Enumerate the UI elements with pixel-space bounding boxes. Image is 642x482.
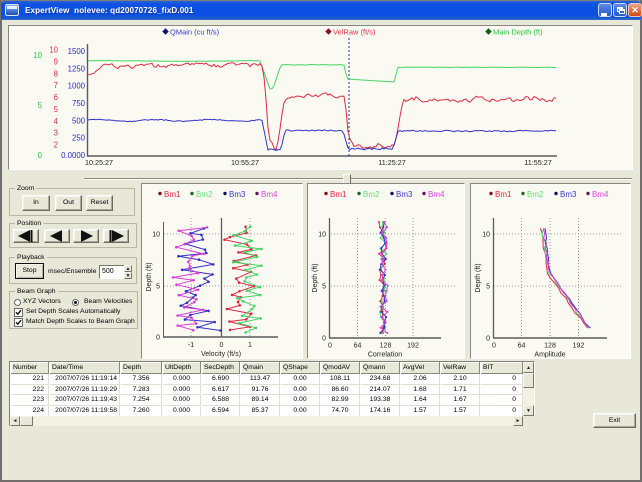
svg-text:5: 5 <box>156 284 160 291</box>
svg-text:Bm2: Bm2 <box>527 190 544 199</box>
svg-text:Bm2: Bm2 <box>363 190 380 199</box>
svg-text:4: 4 <box>54 117 59 126</box>
svg-text:Correlation: Correlation <box>368 352 402 359</box>
svg-text:0: 0 <box>220 342 224 349</box>
svg-text:Bm4: Bm4 <box>261 190 278 199</box>
svg-text:10: 10 <box>482 232 490 239</box>
svg-text:10:55:27: 10:55:27 <box>231 158 259 167</box>
svg-text:Bm1: Bm1 <box>495 190 512 199</box>
svg-text:5: 5 <box>322 284 326 291</box>
svg-text:Bm1: Bm1 <box>330 190 347 199</box>
svg-text:VelRaw (ft/s): VelRaw (ft/s) <box>333 28 376 37</box>
svg-text:11:25:27: 11:25:27 <box>378 158 405 167</box>
svg-text:Depth (ft): Depth (ft) <box>475 263 482 292</box>
svg-text:Depth (ft): Depth (ft) <box>312 263 319 292</box>
svg-text:192: 192 <box>407 343 419 350</box>
svg-text:1500: 1500 <box>68 47 86 56</box>
svg-text:2: 2 <box>54 141 58 150</box>
svg-text:5: 5 <box>38 101 43 110</box>
svg-text:9: 9 <box>54 58 58 67</box>
svg-text:0: 0 <box>328 343 332 350</box>
svg-text:0: 0 <box>322 336 326 343</box>
svg-text:5: 5 <box>486 284 490 291</box>
svg-text:0: 0 <box>492 343 496 350</box>
svg-text:QMain (cu ft/s): QMain (cu ft/s) <box>170 28 220 37</box>
svg-text:Bm4: Bm4 <box>428 190 445 199</box>
svg-text:1: 1 <box>248 342 252 349</box>
svg-text:1250: 1250 <box>68 64 86 73</box>
svg-text:Velocity (ft/s): Velocity (ft/s) <box>201 351 241 358</box>
svg-text:0: 0 <box>38 151 43 160</box>
svg-text:Bm3: Bm3 <box>396 190 413 199</box>
svg-text:0: 0 <box>486 336 490 343</box>
svg-text:64: 64 <box>354 343 362 350</box>
svg-text:Bm2: Bm2 <box>196 190 213 199</box>
svg-text:8: 8 <box>54 69 58 78</box>
svg-text:128: 128 <box>380 343 392 350</box>
svg-text:-1: -1 <box>188 342 194 349</box>
svg-text:0: 0 <box>156 335 160 342</box>
svg-text:1000: 1000 <box>68 82 86 91</box>
svg-text:250: 250 <box>72 134 86 143</box>
svg-text:Bm4: Bm4 <box>592 190 609 199</box>
svg-text:3: 3 <box>54 129 58 138</box>
svg-text:5: 5 <box>54 105 59 114</box>
svg-text:64: 64 <box>518 343 526 350</box>
svg-text:128: 128 <box>544 343 556 350</box>
svg-text:Bm3: Bm3 <box>229 190 246 199</box>
svg-text:Bm3: Bm3 <box>560 190 577 199</box>
svg-text:10: 10 <box>152 232 160 239</box>
svg-text:10:25:27: 10:25:27 <box>85 158 113 167</box>
svg-text:0.0000: 0.0000 <box>61 151 86 160</box>
svg-text:11:55:27: 11:55:27 <box>524 158 551 167</box>
svg-text:500: 500 <box>72 116 86 125</box>
svg-text:750: 750 <box>72 99 86 108</box>
svg-text:Bm1: Bm1 <box>164 190 181 199</box>
svg-text:Depth (ft): Depth (ft) <box>146 262 153 291</box>
svg-text:6: 6 <box>54 93 58 102</box>
svg-text:192: 192 <box>573 343 585 350</box>
svg-text:Main Depth (ft): Main Depth (ft) <box>493 28 543 37</box>
svg-text:10: 10 <box>318 232 326 239</box>
svg-text:10: 10 <box>33 51 42 60</box>
svg-text:Amplitude: Amplitude <box>534 352 565 359</box>
svg-text:10: 10 <box>49 46 58 55</box>
svg-text:7: 7 <box>54 81 58 90</box>
